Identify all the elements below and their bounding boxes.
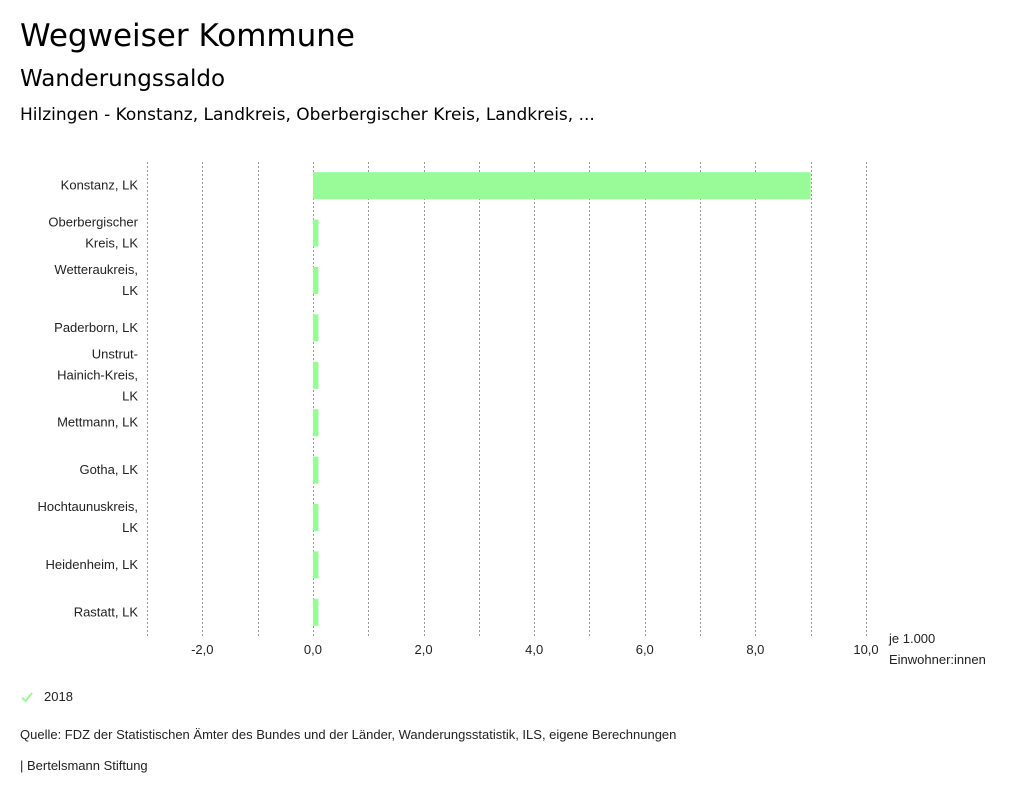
category-label: LK — [122, 283, 138, 298]
bar[interactable] — [313, 504, 319, 531]
category-label: Unstrut- — [92, 346, 138, 361]
x-axis-label: je 1.000 — [888, 631, 935, 646]
bar[interactable] — [313, 599, 319, 626]
source-note: Quelle: FDZ der Statistischen Ämter des … — [20, 727, 676, 742]
category-label: Hainich-Kreis, — [57, 367, 138, 382]
category-label: Paderborn, LK — [54, 320, 138, 335]
category-label: Kreis, LK — [85, 236, 138, 251]
category-label: Mettmann, LK — [57, 415, 138, 430]
category-label: Hochtaunuskreis, — [38, 499, 138, 514]
x-tick-label: -2,0 — [191, 642, 213, 657]
x-axis-label: Einwohner:innen — [889, 652, 986, 667]
x-tick-label: 10,0 — [853, 642, 878, 657]
x-tick-label: 4,0 — [525, 642, 543, 657]
category-label: LK — [122, 388, 138, 403]
bar[interactable] — [313, 409, 319, 436]
bar[interactable] — [313, 362, 319, 389]
credit-note: | Bertelsmann Stiftung — [20, 758, 148, 773]
category-label: Konstanz, LK — [61, 178, 139, 193]
bar[interactable] — [313, 267, 319, 294]
legend[interactable]: 2018 — [20, 688, 73, 704]
bar[interactable] — [313, 172, 811, 199]
bar[interactable] — [313, 220, 319, 247]
x-tick-label: 0,0 — [304, 642, 322, 657]
bar-chart: -2,0 0,0 2,0 4,0 6,0 8,0 10,0 je 1.000 Einwohner… — [0, 0, 1024, 680]
category-label: Gotha, LK — [79, 462, 138, 477]
category-label: Heidenheim, LK — [46, 557, 139, 572]
bar[interactable] — [313, 457, 319, 484]
checkmark-icon[interactable] — [20, 690, 34, 704]
category-label: Rastatt, LK — [74, 604, 139, 619]
x-tick-label: 6,0 — [636, 642, 654, 657]
category-label: Wetteraukreis, — [54, 262, 138, 277]
x-tick-label: 8,0 — [746, 642, 764, 657]
category-label: LK — [122, 520, 138, 535]
category-label: Oberbergischer — [48, 215, 138, 230]
x-tick-label: 2,0 — [414, 642, 432, 657]
legend-label: 2018 — [44, 689, 73, 704]
bar[interactable] — [313, 314, 319, 341]
bar[interactable] — [313, 551, 319, 578]
